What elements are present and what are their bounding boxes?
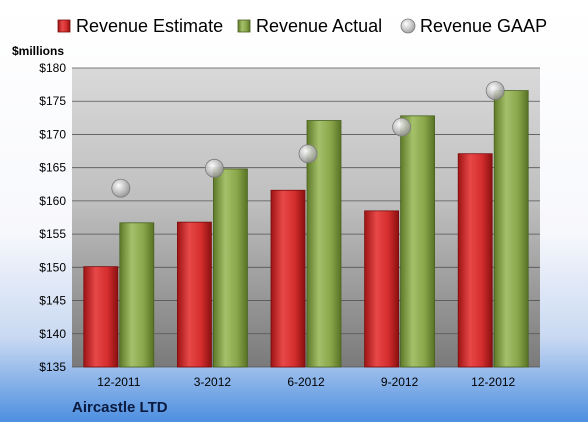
legend-swatch <box>400 18 416 34</box>
marker-revenue-gaap <box>204 158 224 178</box>
y-tick-label: $155 <box>39 227 66 241</box>
bar-revenue-actual <box>493 90 529 368</box>
marker-revenue-gaap <box>111 178 131 198</box>
x-tick-label: 3-2012 <box>194 375 232 389</box>
marker-revenue-gaap <box>298 144 318 164</box>
bars <box>83 90 529 368</box>
legend-label: Revenue Estimate <box>76 16 223 36</box>
bar-revenue-actual <box>212 168 248 368</box>
x-axis-ticks: 12-2011 3-2012 6-2012 9-2012 12-2012 <box>97 375 515 389</box>
legend: Revenue Estimate Revenue Actual Revenue GA… <box>57 16 547 36</box>
x-tick-label: 12-2012 <box>471 375 515 389</box>
legend-label: Revenue GAAP <box>420 16 547 36</box>
x-tick-label: 6-2012 <box>287 375 325 389</box>
y-axis-ticks: $135 $140 $145 $150 $155 $160 $165 $170 $175 $180 <box>39 61 66 374</box>
legend-swatch <box>237 19 251 33</box>
bar-revenue-estimate <box>457 153 493 368</box>
y-tick-label: $175 <box>39 94 66 108</box>
y-tick-label: $150 <box>39 260 66 274</box>
y-tick-label: $180 <box>39 61 66 75</box>
legend-swatch <box>57 19 71 33</box>
footer-company-name: Aircastle LTD <box>72 399 168 416</box>
y-tick-label: $160 <box>39 194 66 208</box>
bar-revenue-estimate <box>83 266 119 368</box>
bar-revenue-actual <box>400 115 436 368</box>
y-axis-label: $millions <box>12 44 64 58</box>
legend-label: Revenue Actual <box>256 16 382 36</box>
x-tick-label: 12-2011 <box>97 375 140 389</box>
marker-revenue-gaap <box>392 117 412 137</box>
bar-revenue-actual <box>119 222 155 368</box>
bar-revenue-estimate <box>270 189 306 368</box>
y-tick-label: $145 <box>39 294 66 308</box>
x-tick-label: 9-2012 <box>381 375 419 389</box>
y-tick-label: $165 <box>39 161 66 175</box>
marker-revenue-gaap <box>485 81 505 100</box>
bar-revenue-estimate <box>364 210 400 368</box>
y-tick-label: $135 <box>39 360 66 374</box>
y-tick-label: $140 <box>39 327 66 341</box>
bar-revenue-estimate <box>176 221 212 368</box>
gaap-markers <box>111 81 505 198</box>
y-tick-label: $170 <box>39 127 66 141</box>
